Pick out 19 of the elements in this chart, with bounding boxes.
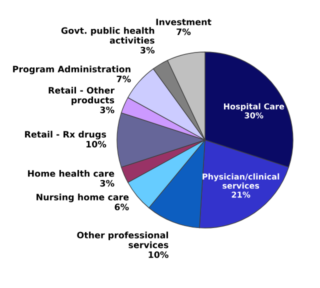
data-label: 30% [244,112,264,118]
slice-label: Hospital Care [224,103,284,111]
data-label: 10% [148,251,168,258]
data-label: 3% [100,106,114,114]
data-label: 10% [86,140,106,148]
slice-label: Nursing home care [36,194,129,202]
data-label: 7% [116,76,131,82]
data-label: 21% [232,192,250,198]
slice-label: Program Administration [13,66,130,74]
slice-label: Retail - Rx drugs [25,130,106,140]
slice-label: Govt. public health activities [61,27,154,44]
data-label: 6% [114,204,129,210]
data-label: 3% [100,180,114,187]
data-label: 3% [140,46,155,54]
data-label: 7% [176,28,191,36]
slice-label: Home health care [28,170,114,177]
slice-label: Other professional services [77,232,168,248]
slice-label: Retail - Other products [48,86,115,106]
slice-label: Investment [156,18,212,26]
